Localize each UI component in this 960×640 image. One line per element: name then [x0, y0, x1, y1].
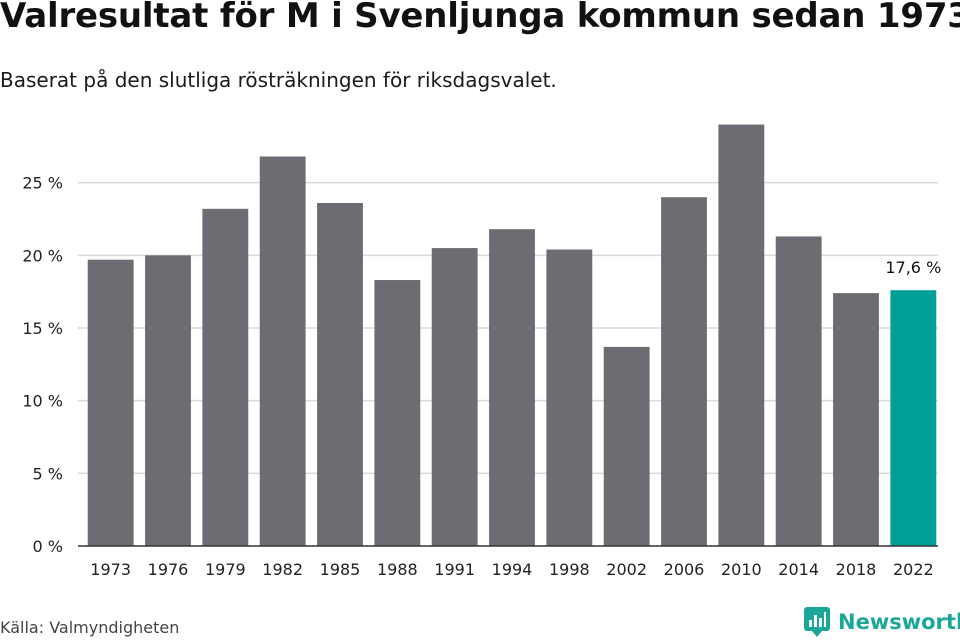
x-tick-label: 2006	[664, 560, 705, 579]
y-tick-label: 10 %	[22, 392, 63, 411]
bar-1998	[546, 249, 593, 546]
y-tick-label: 25 %	[22, 174, 63, 193]
newsworthy-logo-icon	[804, 607, 830, 637]
data-label: 17,6 %	[885, 258, 941, 277]
bar-1991	[431, 248, 478, 547]
bar-1988	[374, 280, 421, 546]
bar-1985	[317, 203, 363, 546]
x-tick-label: 2010	[721, 560, 762, 579]
x-tick-label: 1994	[492, 560, 533, 579]
x-tick-label: 2022	[893, 560, 934, 579]
newsworthy-brand: Newsworthy	[804, 607, 960, 637]
bar-1973	[87, 259, 134, 546]
x-tick-label: 2002	[606, 560, 647, 579]
x-axis-ticks: 1973 1976 1979 1982 1985 1988 1991 1994 1998 2002…	[90, 560, 933, 579]
bar-2010	[718, 124, 765, 547]
bar-1982	[259, 156, 306, 547]
x-tick-label: 1982	[262, 560, 303, 579]
x-tick-label: 1973	[90, 560, 131, 579]
y-tick-label: 5 %	[33, 464, 63, 483]
bar-1976	[145, 255, 191, 547]
bar-2018	[833, 293, 879, 546]
brand-name: Newsworthy	[838, 610, 960, 634]
bar-2006	[661, 197, 707, 546]
x-tick-label: 1985	[320, 560, 361, 579]
x-tick-label: 1976	[148, 560, 189, 579]
bar-chart: 0 %5 %10 %15 %20 %25 % 1973 1976 1979 1982 1…	[22, 124, 941, 579]
bar-2002	[603, 346, 650, 546]
x-tick-label: 2018	[836, 560, 877, 579]
x-tick-label: 1979	[205, 560, 246, 579]
data-labels: 17,6 %	[885, 258, 941, 277]
bar-2014	[775, 236, 822, 546]
x-tick-label: 1991	[434, 560, 475, 579]
bars	[87, 124, 937, 547]
bar-2022	[890, 290, 937, 546]
chart-title: Valresultat för M i Svenljunga kommun se…	[0, 0, 960, 36]
y-tick-label: 0 %	[33, 537, 63, 556]
x-tick-label: 2014	[778, 560, 819, 579]
x-tick-label: 1988	[377, 560, 418, 579]
bar-1994	[489, 229, 535, 546]
bar-1979	[202, 208, 249, 546]
y-axis-ticks: 0 % 5 % 10 % 15 % 20 % 25 %	[22, 174, 63, 556]
x-tick-label: 1998	[549, 560, 590, 579]
y-tick-label: 15 %	[22, 319, 63, 338]
chart-subtitle: Baserat på den slutliga rösträkningen fö…	[0, 68, 557, 92]
y-tick-label: 20 %	[22, 246, 63, 265]
source-note: Källa: Valmyndigheten	[0, 618, 180, 637]
